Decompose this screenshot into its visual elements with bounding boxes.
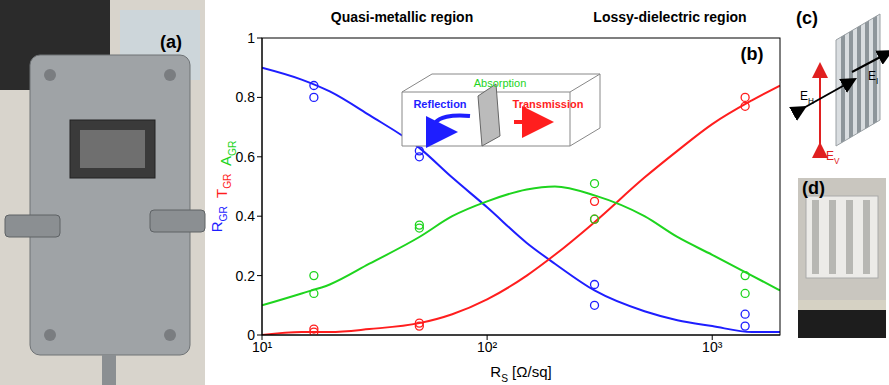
svg-text:0.2: 0.2 bbox=[236, 268, 256, 284]
svg-text:EV: EV bbox=[826, 149, 840, 166]
svg-text:EI: EI bbox=[868, 69, 878, 86]
svg-text:(b): (b) bbox=[741, 44, 764, 64]
svg-text:0.4: 0.4 bbox=[236, 208, 256, 224]
svg-text:0: 0 bbox=[247, 327, 255, 343]
svg-text:(a): (a) bbox=[160, 32, 182, 52]
svg-text:Lossy-dielectric region: Lossy-dielectric region bbox=[593, 9, 746, 25]
svg-text:(d): (d) bbox=[802, 178, 825, 198]
svg-text:RGR TGR AGR: RGR TGR AGR bbox=[208, 141, 238, 232]
svg-text:10²: 10² bbox=[477, 339, 498, 355]
svg-text:10³: 10³ bbox=[702, 339, 723, 355]
svg-text:RS [Ω/sq]: RS [Ω/sq] bbox=[490, 363, 551, 384]
svg-text:(c): (c) bbox=[796, 8, 818, 28]
svg-text:1: 1 bbox=[247, 30, 255, 46]
svg-text:Transmission: Transmission bbox=[513, 98, 584, 110]
svg-text:0.8: 0.8 bbox=[236, 89, 256, 105]
svg-text:Quasi-metallic region: Quasi-metallic region bbox=[331, 9, 473, 25]
svg-text:Reflection: Reflection bbox=[413, 98, 466, 110]
svg-text:0.6: 0.6 bbox=[236, 149, 256, 165]
svg-text:EH: EH bbox=[800, 89, 814, 106]
svg-text:10¹: 10¹ bbox=[251, 338, 273, 355]
svg-text:Absorption: Absorption bbox=[474, 77, 527, 89]
